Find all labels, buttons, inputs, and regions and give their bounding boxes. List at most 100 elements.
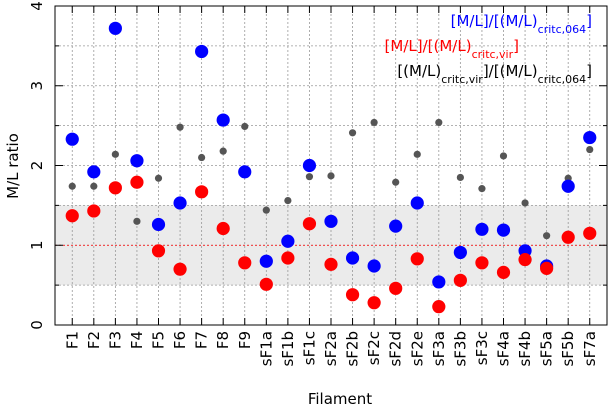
y-tick-label: 2 — [28, 161, 46, 171]
data-point-series-2 — [241, 122, 249, 131]
data-point-series-2 — [543, 232, 551, 240]
data-point-series-2 — [370, 118, 378, 127]
y-tick-label: 1 — [28, 240, 46, 250]
legend-entry-black: [(M/L)critc,vir]/[(M/L)critc,064] — [397, 62, 592, 86]
data-point-series-0 — [453, 245, 467, 260]
data-point-series-2 — [111, 150, 119, 158]
x-tick-label: sF1b — [279, 331, 297, 367]
data-point-series-2 — [456, 173, 464, 182]
x-tick-label: sF7a — [581, 331, 599, 366]
data-point-series-1 — [65, 209, 79, 223]
data-point-series-0 — [389, 219, 403, 233]
x-tick-label: sF3c — [473, 331, 491, 365]
data-point-series-0 — [432, 275, 446, 289]
data-point-series-2 — [435, 118, 443, 127]
data-point-series-1 — [518, 253, 532, 267]
data-point-series-2 — [327, 172, 335, 180]
data-point-series-1 — [259, 277, 273, 291]
data-point-series-0 — [195, 44, 209, 59]
data-point-series-1 — [302, 217, 317, 231]
x-tick-label: sF2d — [387, 331, 405, 367]
data-point-series-1 — [496, 265, 511, 279]
y-tick-label: 3 — [28, 81, 46, 91]
data-point-series-2 — [348, 129, 357, 137]
data-point-series-0 — [561, 179, 575, 193]
x-tick-label: F2 — [85, 331, 103, 349]
data-point-series-1 — [432, 300, 446, 314]
x-tick-label: sF2c — [365, 331, 383, 365]
legend-entry-red: [M/L]/[(M/L)critc,vir] — [385, 37, 519, 61]
data-point-series-0 — [496, 223, 511, 237]
x-tick-labels: F1 F2 F3 F4 F5 F6 F7 F8 F9 sF1a sF1b sF1c sF2a sF2b sF… — [63, 331, 599, 367]
data-point-series-0 — [410, 196, 424, 210]
data-point-series-2 — [499, 152, 508, 160]
data-point-series-2 — [392, 178, 400, 186]
data-point-series-1 — [367, 296, 381, 310]
data-point-series-2 — [219, 147, 227, 155]
data-point-series-1 — [108, 181, 122, 195]
data-point-series-0 — [65, 132, 79, 146]
ticks-layer — [55, 5, 607, 326]
x-tick-label: F6 — [171, 331, 189, 349]
data-point-series-2 — [198, 153, 206, 162]
data-point-series-0 — [87, 165, 101, 179]
x-axis-label: Filament — [308, 390, 372, 408]
x-tick-label: F7 — [193, 331, 211, 349]
data-point-series-2 — [133, 217, 141, 225]
data-point-series-2 — [68, 182, 76, 190]
data-point-series-1 — [410, 252, 424, 266]
x-tick-label: sF5a — [538, 331, 556, 366]
x-tick-label: F3 — [106, 331, 124, 349]
data-point-series-1 — [561, 230, 575, 244]
data-point-series-2 — [413, 150, 421, 158]
data-point-series-1 — [151, 244, 166, 258]
data-point-series-1 — [540, 261, 554, 275]
data-point-series-1 — [216, 221, 230, 236]
x-tick-label: sF2a — [322, 331, 340, 366]
x-tick-label: F1 — [63, 331, 81, 349]
x-tick-label: sF1c — [300, 331, 318, 365]
data-point-series-1 — [475, 256, 489, 270]
data-point-series-1 — [173, 262, 187, 276]
data-point-series-0 — [151, 217, 166, 232]
x-tick-label: sF1a — [257, 331, 275, 366]
x-tick-label: F9 — [236, 331, 254, 349]
x-tick-label: sF2b — [344, 331, 362, 367]
data-point-series-2 — [176, 123, 184, 131]
x-tick-label: sF3b — [451, 331, 469, 367]
data-points — [65, 21, 597, 314]
data-point-series-1 — [195, 185, 209, 199]
data-point-series-2 — [478, 185, 486, 193]
data-point-series-2 — [154, 174, 163, 182]
data-point-series-0 — [281, 234, 295, 248]
y-tick-labels: 0 1 2 3 4 — [28, 1, 46, 330]
data-point-series-2 — [305, 173, 314, 181]
data-point-series-1 — [453, 273, 467, 287]
data-point-series-0 — [108, 21, 122, 35]
x-tick-label: F8 — [214, 331, 232, 349]
data-point-series-0 — [173, 196, 187, 210]
data-point-series-1 — [130, 175, 144, 189]
data-point-series-1 — [583, 226, 597, 240]
data-point-series-1 — [345, 288, 360, 302]
data-point-series-0 — [583, 130, 597, 145]
data-point-series-2 — [90, 182, 98, 190]
y-tick-label: 0 — [28, 320, 46, 330]
data-point-series-0 — [324, 214, 338, 228]
x-tick-label: F4 — [128, 331, 146, 349]
data-point-series-0 — [302, 158, 317, 173]
x-tick-label: sF3a — [430, 331, 448, 366]
data-point-series-1 — [281, 251, 295, 265]
x-tick-label: sF4a — [495, 331, 513, 366]
y-axis-label: M/L ratio — [4, 133, 22, 199]
data-point-series-2 — [262, 206, 270, 214]
x-tick-label: sF2e — [408, 331, 426, 366]
data-point-series-2 — [586, 145, 594, 154]
data-point-series-0 — [475, 222, 489, 236]
data-point-series-0 — [216, 113, 230, 127]
data-point-series-1 — [87, 204, 101, 218]
x-tick-label: sF4b — [516, 331, 534, 367]
x-tick-label: F5 — [150, 331, 168, 349]
data-point-series-0 — [238, 165, 252, 179]
